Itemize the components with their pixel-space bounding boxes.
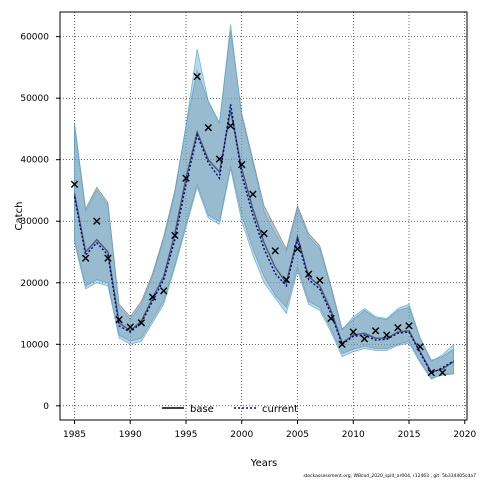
footnote: stockassessment.org, WBcod_2020_split_ar… <box>303 473 476 479</box>
observed-point <box>438 368 447 377</box>
legend: base current <box>162 404 298 415</box>
series-line-current <box>73 104 454 375</box>
series-line-base <box>73 110 455 373</box>
observed-point <box>249 190 257 198</box>
observed-point <box>126 323 134 331</box>
y-tick-label: 40000 <box>20 156 49 166</box>
y-tick-label: 30000 <box>20 217 49 227</box>
x-tick-label: 1990 <box>119 430 142 440</box>
observed-point <box>394 323 402 332</box>
y-tick-label: 50000 <box>20 94 49 104</box>
observed-point <box>338 340 346 349</box>
plot-frame <box>59 11 468 421</box>
observed-point <box>360 335 369 343</box>
observed-point <box>316 276 324 285</box>
observed-point <box>226 122 235 130</box>
observed-point <box>148 293 157 301</box>
x-tick-label: 2000 <box>230 430 253 440</box>
x-tick-label: 1995 <box>175 430 198 440</box>
observed-point <box>70 180 79 189</box>
observed-point <box>160 287 168 295</box>
observed-point <box>304 270 313 278</box>
y-axis-title: Catch <box>14 202 25 231</box>
x-tick-label: 1985 <box>63 430 86 440</box>
x-tick-label: 2020 <box>453 430 476 440</box>
observed-point <box>260 229 268 238</box>
y-tick-label: 20000 <box>20 279 49 289</box>
observed-point <box>193 72 201 81</box>
observed-point <box>271 247 279 255</box>
observed-point <box>81 254 90 262</box>
observed-point <box>371 327 380 335</box>
observed-point <box>349 328 357 336</box>
observed-point <box>137 319 146 327</box>
observed-point <box>182 174 190 182</box>
x-axis: 1985 1990 1995 2000 2005 2010 2015 2020 <box>63 420 476 440</box>
observed-point <box>416 343 424 351</box>
y-tick-label: 60000 <box>20 33 49 43</box>
observed-point <box>427 368 436 377</box>
y-tick-label: 0 <box>43 402 49 412</box>
y-axis: 0 10000 20000 30000 40000 50000 60000 <box>20 33 60 412</box>
x-axis-title: Years <box>250 458 277 469</box>
observed-point <box>383 331 391 339</box>
observed-point <box>104 254 112 262</box>
series-lines <box>73 104 455 375</box>
legend-label-base: base <box>190 404 214 415</box>
observed-point <box>115 315 123 324</box>
observed-point <box>171 231 179 240</box>
observed-point <box>238 160 246 169</box>
observed-point <box>204 123 212 132</box>
observed-markers <box>70 72 447 377</box>
observed-point <box>93 217 101 225</box>
observed-point <box>293 245 302 253</box>
x-tick-label: 2015 <box>398 430 421 440</box>
y-tick-label: 10000 <box>20 340 49 350</box>
observed-point <box>405 322 413 330</box>
observed-point <box>327 314 335 323</box>
x-tick-label: 2010 <box>342 430 365 440</box>
observed-point <box>282 275 291 284</box>
legend-label-current: current <box>262 404 298 415</box>
x-tick-label: 2005 <box>286 430 309 440</box>
observed-point <box>215 155 224 163</box>
